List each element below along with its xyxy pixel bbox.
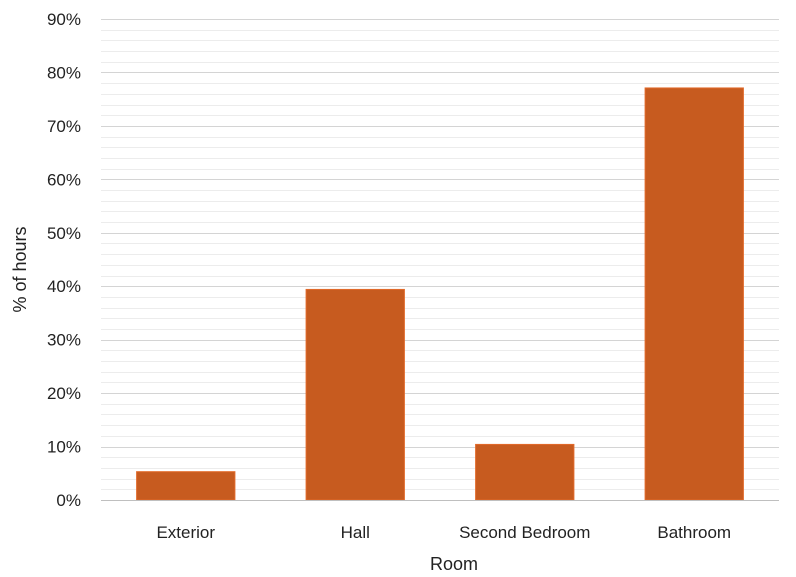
bar-exterior [136, 471, 236, 501]
y-tick-label: 0% [56, 491, 81, 510]
y-axis-title: % of hours [10, 226, 30, 312]
y-tick-label: 90% [47, 10, 81, 29]
x-axis-tick-labels: Exterior Hall Second Bedroom Bathroom [156, 523, 731, 542]
y-tick-label: 50% [47, 224, 81, 243]
y-tick-label: 80% [47, 63, 81, 82]
y-tick-label: 30% [47, 331, 81, 350]
bars [136, 87, 744, 501]
y-axis-tick-labels: 0% 10% 20% 30% 40% 50% 60% 70% 80% 90% [47, 10, 81, 510]
y-tick-label: 20% [47, 384, 81, 403]
y-tick-label: 60% [47, 170, 81, 189]
y-tick-label: 40% [47, 277, 81, 296]
x-tick-label: Hall [341, 523, 370, 542]
bar-hall [305, 288, 405, 501]
y-tick-label: 10% [47, 438, 81, 457]
x-tick-label: Bathroom [657, 523, 731, 542]
bar-bathroom [644, 87, 744, 501]
x-axis-title: Room [430, 554, 478, 574]
x-tick-label: Exterior [156, 523, 215, 542]
y-tick-label: 70% [47, 117, 81, 136]
x-tick-label: Second Bedroom [459, 523, 590, 542]
bar-second-bedroom [475, 443, 575, 501]
